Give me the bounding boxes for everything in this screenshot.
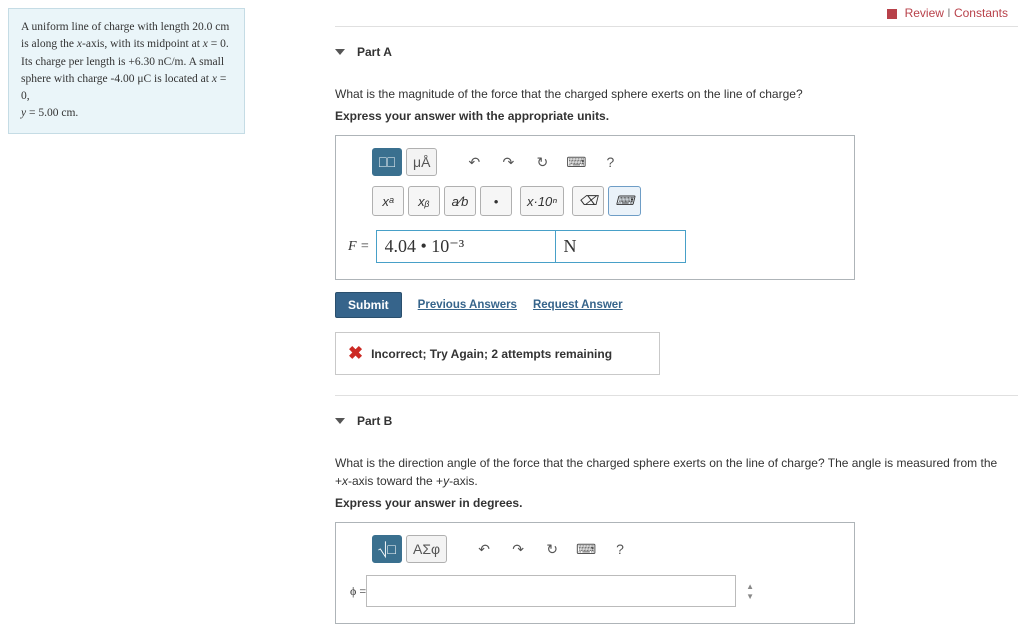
- review-link[interactable]: Review: [905, 6, 944, 20]
- problem-text: A uniform line of charge with length 20.…: [21, 21, 229, 119]
- top-sep: I: [947, 6, 950, 20]
- part-a-lhs: F =: [348, 239, 370, 255]
- templates-button[interactable]: ⎕⎕: [372, 148, 402, 176]
- part-a-answer-panel: ⎕⎕ μÅ ↶ ↷ ↻ ⌨ ? xᵃ xᵦ a⁄b • x·10ⁿ: [335, 135, 855, 280]
- keyboard-button[interactable]: ⌨: [561, 148, 591, 176]
- part-a-header[interactable]: Part A: [335, 37, 1008, 67]
- request-answer-link[interactable]: Request Answer: [533, 299, 623, 311]
- part-a-toolbar: ⎕⎕ μÅ ↶ ↷ ↻ ⌨ ?: [348, 146, 842, 184]
- part-b-toolbar: ⎷□ ΑΣφ ↶ ↷ ↻ ⌨ ?: [348, 533, 842, 571]
- part-b-header[interactable]: Part B: [335, 406, 1008, 436]
- part-a-title: Part A: [357, 45, 392, 59]
- superscript-button[interactable]: xᵃ: [372, 186, 404, 216]
- submit-button[interactable]: Submit: [335, 292, 402, 318]
- value-input[interactable]: [376, 230, 556, 263]
- undo-button[interactable]: ↶: [459, 148, 489, 176]
- flag-icon: [887, 9, 897, 19]
- dot-button[interactable]: •: [480, 186, 512, 216]
- part-b-instruction: Express your answer in degrees.: [335, 496, 1008, 510]
- keyboard-button-b[interactable]: ⌨: [571, 535, 601, 563]
- constants-link[interactable]: Constants: [954, 6, 1008, 20]
- templates-button-b[interactable]: ⎷□: [372, 535, 402, 563]
- caret-icon: [335, 49, 345, 55]
- units-button[interactable]: μÅ: [406, 148, 437, 176]
- part-a: Part A What is the magnitude of the forc…: [335, 27, 1018, 395]
- fraction-button[interactable]: a⁄b: [444, 186, 476, 216]
- sci-button[interactable]: x·10ⁿ: [520, 186, 564, 216]
- part-b-question: What is the direction angle of the force…: [335, 454, 1008, 490]
- subscript-button[interactable]: xᵦ: [408, 186, 440, 216]
- part-a-answer-row: F =: [348, 230, 842, 263]
- part-b-answer-panel: ⎷□ ΑΣφ ↶ ↷ ↻ ⌨ ? ϕ = ▲▼: [335, 522, 855, 624]
- incorrect-icon: ✖: [348, 343, 363, 364]
- help-button[interactable]: ?: [595, 148, 625, 176]
- caret-icon: [335, 418, 345, 424]
- unit-input[interactable]: [556, 230, 686, 263]
- part-a-subtoolbar: xᵃ xᵦ a⁄b • x·10ⁿ ⌫ ⌨: [348, 184, 842, 226]
- symbols-button[interactable]: ΑΣφ: [406, 535, 447, 563]
- reset-button-b[interactable]: ↻: [537, 535, 567, 563]
- previous-answers-link[interactable]: Previous Answers: [418, 299, 517, 311]
- part-a-question: What is the magnitude of the force that …: [335, 85, 1008, 103]
- part-a-buttons: Submit Previous Answers Request Answer: [335, 292, 1008, 318]
- problem-statement: A uniform line of charge with length 20.…: [8, 8, 245, 134]
- part-b-input[interactable]: [366, 575, 736, 607]
- part-a-instruction: Express your answer with the appropriate…: [335, 109, 1008, 123]
- mini-keyboard-button[interactable]: ⌨: [608, 186, 641, 216]
- part-b: Part B What is the direction angle of th…: [335, 396, 1018, 644]
- part-b-lhs: ϕ =: [350, 584, 366, 599]
- help-button-b[interactable]: ?: [605, 535, 635, 563]
- backspace-button[interactable]: ⌫: [572, 186, 604, 216]
- reset-button[interactable]: ↻: [527, 148, 557, 176]
- feedback-text: Incorrect; Try Again; 2 attempts remaini…: [371, 347, 612, 361]
- part-b-answer-row: ϕ = ▲▼: [348, 575, 842, 607]
- redo-button[interactable]: ↷: [493, 148, 523, 176]
- spinner-icon[interactable]: ▲▼: [746, 582, 754, 601]
- part-b-title: Part B: [357, 414, 392, 428]
- feedback-box: ✖ Incorrect; Try Again; 2 attempts remai…: [335, 332, 660, 375]
- redo-button-b[interactable]: ↷: [503, 535, 533, 563]
- undo-button-b[interactable]: ↶: [469, 535, 499, 563]
- top-links: Review I Constants: [245, 0, 1018, 26]
